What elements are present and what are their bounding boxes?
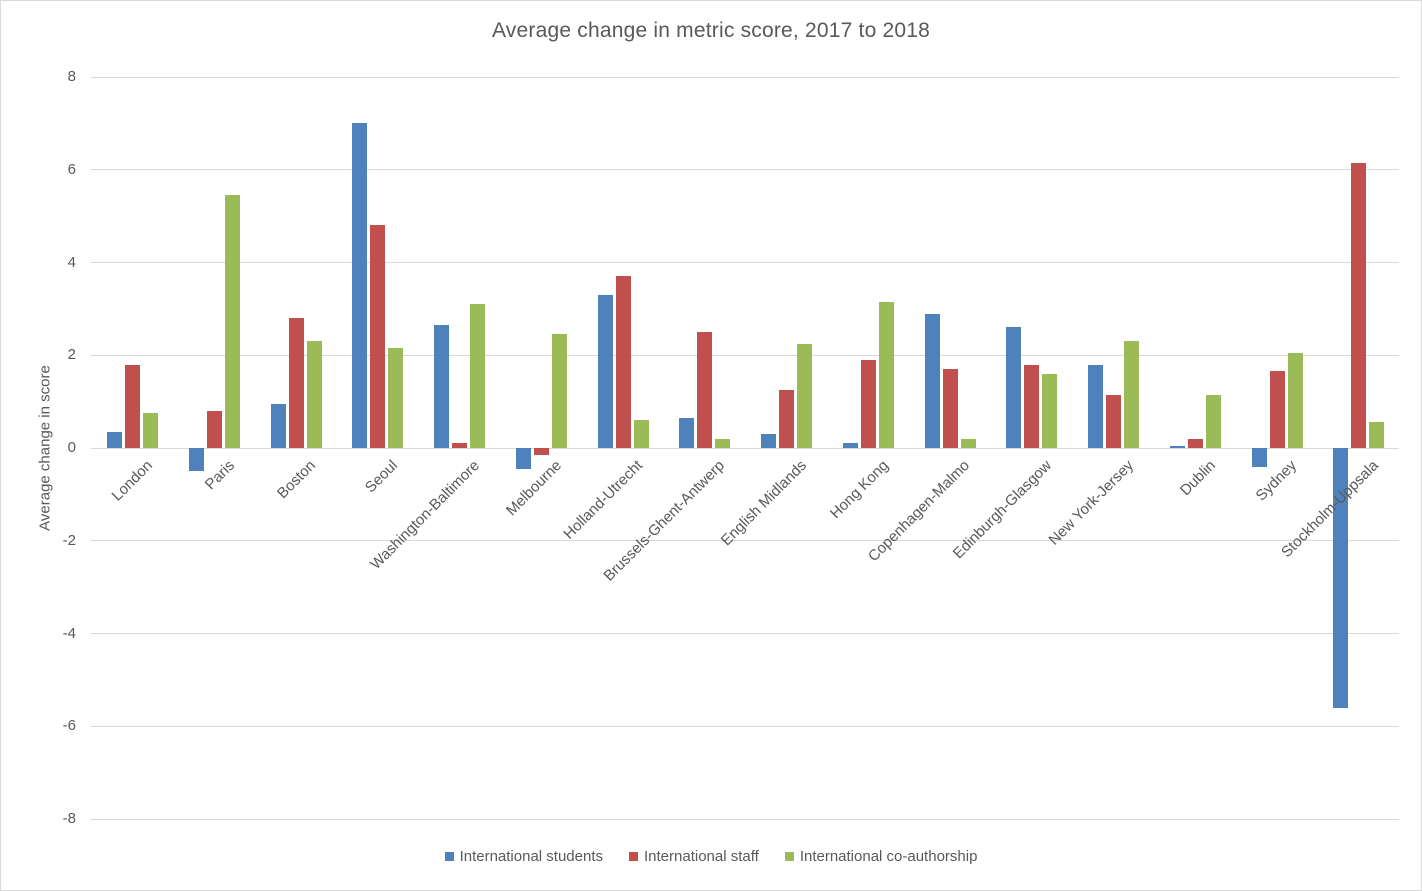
bar-international-staff-holland-utrecht	[616, 276, 631, 448]
bar-international-students-boston	[271, 403, 286, 448]
bar-international-staff-edinburgh-glasgow	[1024, 364, 1039, 448]
bar-international-staff-washington-baltimore	[452, 443, 467, 448]
bar-international-staff-london	[125, 364, 140, 448]
y-tick-label-6: 6	[67, 160, 76, 178]
bar-international-staff-stockholm-uppsala	[1351, 162, 1366, 448]
bar-international-co-authorship-brussels-ghent-antwerp	[715, 438, 730, 448]
y-tick-label-2: 2	[67, 346, 76, 364]
legend-swatch-students-icon	[444, 852, 454, 861]
gridline--2	[91, 540, 1399, 542]
chart-title: Average change in metric score, 2017 to …	[491, 19, 931, 42]
gridline-2	[91, 354, 1399, 356]
bar-international-co-authorship-edinburgh-glasgow	[1042, 373, 1057, 448]
y-tick-label-0: 0	[67, 439, 76, 456]
bar-international-students-edinburgh-glasgow	[1006, 327, 1021, 448]
bar-international-staff-new-york-jersey	[1106, 394, 1121, 448]
bar-international-co-authorship-washington-baltimore	[470, 304, 485, 448]
bar-international-co-authorship-new-york-jersey	[1124, 341, 1139, 448]
bar-international-staff-seoul	[370, 225, 385, 448]
bar-international-co-authorship-melbourne	[552, 334, 567, 448]
bar-international-co-authorship-holland-utrecht	[634, 420, 649, 448]
bar-international-staff-brussels-ghent-antwerp	[697, 332, 712, 448]
bar-international-staff-melbourne	[534, 448, 549, 455]
legend-swatch-staff-icon	[629, 852, 638, 861]
bar-international-co-authorship-dublin	[1206, 394, 1221, 448]
bar-international-students-seoul	[352, 123, 367, 448]
bar-international-co-authorship-boston	[307, 341, 322, 448]
gridline-6	[91, 169, 1399, 171]
gridline-4	[91, 262, 1399, 263]
legend-label-students: International students	[459, 848, 603, 865]
bar-international-students-new-york-jersey	[1088, 364, 1103, 448]
bar-international-co-authorship-hong-kong	[879, 301, 894, 448]
bar-international-co-authorship-paris	[225, 195, 240, 448]
bar-international-students-english-midlands	[761, 434, 776, 448]
y-tick-label-4: 4	[67, 253, 76, 271]
legend-item-students: International students	[444, 848, 603, 865]
bar-international-staff-paris	[207, 410, 222, 448]
legend: International students International sta…	[1, 848, 1421, 865]
bar-international-staff-boston	[289, 318, 304, 448]
gridline-0	[91, 447, 1399, 449]
legend-label-coauthorship: International co-authorship	[799, 848, 978, 865]
gridline--6	[91, 725, 1399, 727]
bar-international-students-london	[107, 431, 122, 448]
legend-item-staff: International staff	[629, 848, 759, 865]
bar-international-students-sydney	[1252, 448, 1267, 467]
bar-international-co-authorship-copenhagen-malmo	[961, 438, 976, 448]
bar-international-staff-copenhagen-malmo	[943, 369, 958, 448]
bar-international-students-copenhagen-malmo	[925, 313, 940, 448]
legend-swatch-coauthorship-icon	[784, 852, 794, 861]
bar-international-staff-sydney	[1270, 371, 1285, 448]
bar-international-students-melbourne	[516, 448, 531, 469]
y-tick-label--8: -8	[62, 810, 76, 827]
bar-international-staff-hong-kong	[861, 359, 876, 448]
bar-international-co-authorship-english-midlands	[797, 343, 812, 448]
gridline--8	[91, 818, 1399, 820]
plot-area	[91, 76, 1399, 820]
legend-item-coauthorship: International co-authorship	[784, 848, 978, 865]
bar-international-students-holland-utrecht	[598, 294, 613, 448]
bar-international-students-paris	[189, 448, 204, 472]
gridline--4	[91, 633, 1399, 634]
bar-international-students-hong-kong	[843, 443, 858, 448]
gridline-8	[91, 76, 1399, 78]
bar-international-co-authorship-london	[143, 413, 158, 448]
y-tick-label--2: -2	[62, 531, 76, 549]
bar-international-students-stockholm-uppsala	[1333, 448, 1348, 708]
legend-label-staff: International staff	[644, 848, 759, 865]
bar-international-staff-english-midlands	[779, 390, 794, 448]
bar-international-students-brussels-ghent-antwerp	[679, 417, 694, 448]
y-tick-label--6: -6	[62, 717, 76, 735]
bar-international-co-authorship-seoul	[388, 348, 403, 448]
bar-international-staff-dublin	[1188, 438, 1203, 448]
bar-international-co-authorship-stockholm-uppsala	[1369, 422, 1384, 448]
y-tick-label--4: -4	[62, 624, 76, 642]
bar-international-students-dublin	[1170, 445, 1185, 448]
y-tick-label-8: 8	[67, 68, 76, 85]
bar-international-co-authorship-sydney	[1288, 352, 1303, 448]
bar-international-students-washington-baltimore	[434, 325, 449, 448]
